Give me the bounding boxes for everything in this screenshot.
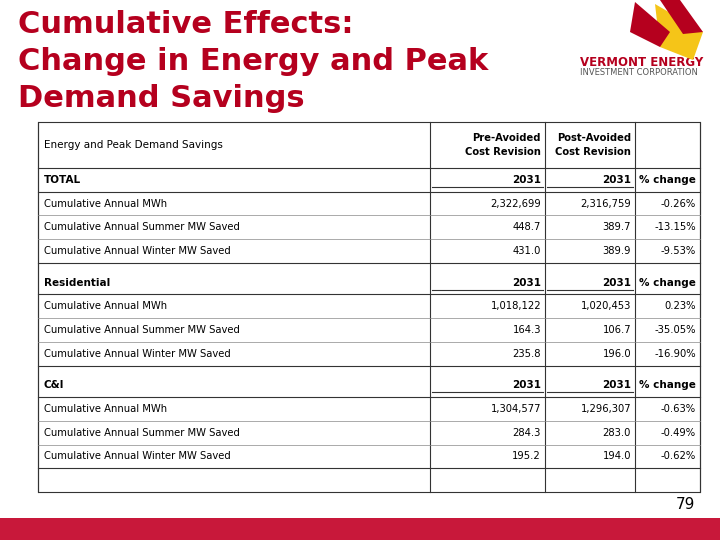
Polygon shape [630, 2, 670, 47]
Text: VERMONT ENERGY: VERMONT ENERGY [580, 56, 703, 69]
Text: 2031: 2031 [512, 278, 541, 288]
Text: 2031: 2031 [512, 175, 541, 185]
Text: Cumulative Annual Winter MW Saved: Cumulative Annual Winter MW Saved [44, 349, 230, 359]
Bar [38, 122, 700, 492]
Polygon shape [660, 0, 703, 34]
Text: 1,296,307: 1,296,307 [580, 404, 631, 414]
Text: Cumulative Effects:: Cumulative Effects: [18, 10, 354, 39]
Text: -0.62%: -0.62% [661, 451, 696, 462]
Text: 431.0: 431.0 [513, 246, 541, 256]
Text: 79: 79 [675, 497, 695, 512]
Text: % change: % change [639, 278, 696, 288]
Text: Residential: Residential [44, 278, 110, 288]
Text: Cumulative Annual MWh: Cumulative Annual MWh [44, 199, 167, 208]
Text: -35.05%: -35.05% [654, 325, 696, 335]
Text: 2031: 2031 [512, 380, 541, 390]
Text: -13.15%: -13.15% [654, 222, 696, 232]
Text: Pre-Avoided
Cost Revision: Pre-Avoided Cost Revision [465, 133, 541, 157]
Text: 1,304,577: 1,304,577 [490, 404, 541, 414]
Text: 1,018,122: 1,018,122 [490, 301, 541, 311]
Text: C&I: C&I [44, 380, 65, 390]
Text: 284.3: 284.3 [513, 428, 541, 438]
Text: 2031: 2031 [602, 175, 631, 185]
Text: 1,020,453: 1,020,453 [580, 301, 631, 311]
Text: -0.49%: -0.49% [661, 428, 696, 438]
Text: Post-Avoided
Cost Revision: Post-Avoided Cost Revision [555, 133, 631, 157]
Polygon shape [655, 4, 703, 60]
Text: Cumulative Annual Winter MW Saved: Cumulative Annual Winter MW Saved [44, 451, 230, 462]
Text: Energy and Peak Demand Savings: Energy and Peak Demand Savings [44, 140, 223, 150]
Text: 283.0: 283.0 [603, 428, 631, 438]
Text: -0.63%: -0.63% [661, 404, 696, 414]
Text: Cumulative Annual Summer MW Saved: Cumulative Annual Summer MW Saved [44, 325, 240, 335]
Text: 196.0: 196.0 [603, 349, 631, 359]
Text: 2031: 2031 [602, 278, 631, 288]
Text: 164.3: 164.3 [513, 325, 541, 335]
Text: 2,322,699: 2,322,699 [490, 199, 541, 208]
Text: Cumulative Annual Winter MW Saved: Cumulative Annual Winter MW Saved [44, 246, 230, 256]
Text: 0.23%: 0.23% [665, 301, 696, 311]
Text: 2031: 2031 [602, 380, 631, 390]
Text: 194.0: 194.0 [603, 451, 631, 462]
Text: Demand Savings: Demand Savings [18, 84, 305, 113]
Text: INVESTMENT CORPORATION: INVESTMENT CORPORATION [580, 68, 698, 77]
Text: 235.8: 235.8 [513, 349, 541, 359]
Text: -16.90%: -16.90% [654, 349, 696, 359]
Text: % change: % change [639, 380, 696, 390]
Text: Cumulative Annual Summer MW Saved: Cumulative Annual Summer MW Saved [44, 428, 240, 438]
Bar [0, 518, 720, 540]
Text: Cumulative Annual MWh: Cumulative Annual MWh [44, 301, 167, 311]
Text: 195.2: 195.2 [512, 451, 541, 462]
Text: 106.7: 106.7 [603, 325, 631, 335]
Text: -9.53%: -9.53% [661, 246, 696, 256]
Text: Cumulative Annual MWh: Cumulative Annual MWh [44, 404, 167, 414]
Text: 389.9: 389.9 [603, 246, 631, 256]
Text: 2,316,759: 2,316,759 [580, 199, 631, 208]
Text: Change in Energy and Peak: Change in Energy and Peak [18, 47, 488, 76]
Text: 448.7: 448.7 [513, 222, 541, 232]
Text: TOTAL: TOTAL [44, 175, 81, 185]
Text: % change: % change [639, 175, 696, 185]
Text: -0.26%: -0.26% [661, 199, 696, 208]
Text: 389.7: 389.7 [603, 222, 631, 232]
Text: Cumulative Annual Summer MW Saved: Cumulative Annual Summer MW Saved [44, 222, 240, 232]
